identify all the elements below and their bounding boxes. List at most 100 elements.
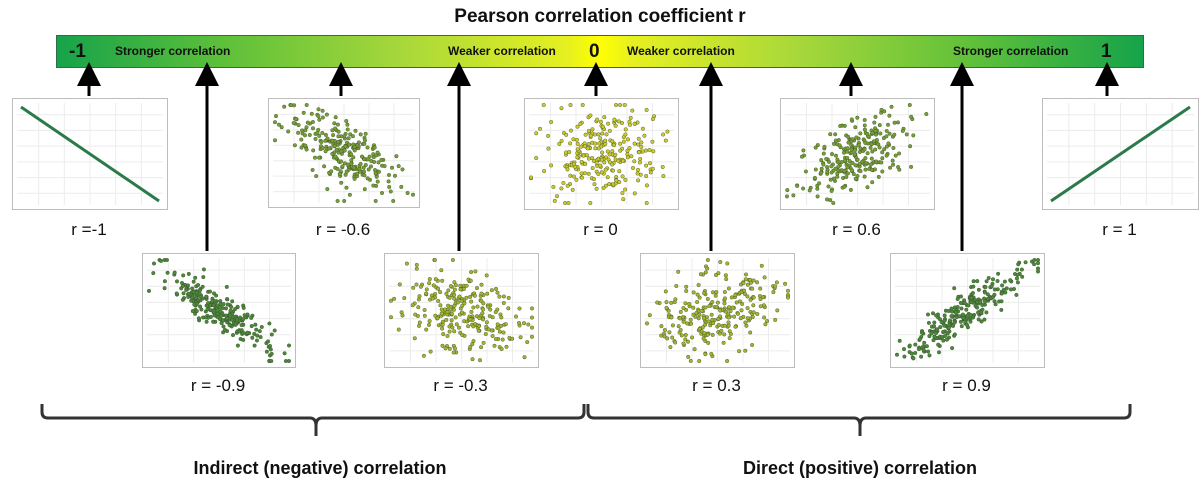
scatter-point xyxy=(391,198,396,203)
scatter-point xyxy=(235,317,240,322)
scatter-point xyxy=(689,321,694,326)
scatter-point xyxy=(842,123,847,128)
scatter-point xyxy=(430,296,435,301)
scatter-point xyxy=(622,102,627,107)
scatter-point xyxy=(688,317,693,322)
scatter-point xyxy=(585,146,590,151)
scatter-point xyxy=(862,174,867,179)
scatter-point xyxy=(320,131,325,136)
scatter-point xyxy=(743,272,748,277)
scatter-point xyxy=(175,279,180,284)
scatter-point xyxy=(586,156,591,161)
scatter-point xyxy=(575,147,580,152)
scatter-point xyxy=(743,277,748,282)
scatter-point xyxy=(493,286,498,291)
scatter-point xyxy=(1016,262,1021,267)
scatter-point xyxy=(644,107,649,112)
scatter-point xyxy=(630,165,635,170)
scatter-point xyxy=(193,311,198,316)
scatter-point xyxy=(950,309,955,314)
scatter-point xyxy=(932,324,937,329)
scatter-point xyxy=(335,166,340,171)
scatter-point xyxy=(887,113,892,118)
scatter-point xyxy=(392,173,397,178)
scatter-point xyxy=(174,291,179,296)
scatter-point xyxy=(506,295,511,300)
scatter-point xyxy=(329,169,334,174)
scatter-point xyxy=(186,291,191,296)
scatter-point xyxy=(673,340,678,345)
scatter-point xyxy=(362,187,367,192)
scatter-point xyxy=(593,146,598,151)
scatter-point xyxy=(499,315,504,320)
scatter-point xyxy=(233,307,238,312)
scatter-point xyxy=(942,313,947,318)
scatter-point xyxy=(874,138,879,143)
scatter-point xyxy=(762,275,767,280)
scatter-point xyxy=(579,171,584,176)
scatter-point xyxy=(1020,274,1025,279)
scatter-point xyxy=(488,307,493,312)
scatter-point xyxy=(644,173,649,178)
scatter-point xyxy=(596,132,601,137)
scatter-point xyxy=(958,294,963,299)
scatter-point xyxy=(215,303,220,308)
scatter-point xyxy=(537,126,542,131)
scatter-point xyxy=(727,336,732,341)
scatter-point xyxy=(733,293,738,298)
scatter-point xyxy=(350,134,355,139)
scatter-point xyxy=(282,104,287,109)
scatter-point xyxy=(853,148,858,153)
scatter-point xyxy=(773,317,778,322)
scatter-point xyxy=(969,299,974,304)
scatter-point xyxy=(845,156,850,161)
scatter-point xyxy=(983,285,988,290)
scatter-point xyxy=(966,303,971,308)
brace-positive xyxy=(586,404,1132,436)
scatter-point xyxy=(992,292,997,297)
scatter-point xyxy=(591,177,596,182)
scatter-point xyxy=(982,299,987,304)
scatter-point xyxy=(521,321,526,326)
scatter-point xyxy=(559,139,564,144)
scatter-point xyxy=(748,280,753,285)
scatter-point xyxy=(414,266,419,271)
scatter-point xyxy=(319,140,324,145)
scatter-point xyxy=(621,158,626,163)
scatter-point xyxy=(599,157,604,162)
scatter-point xyxy=(644,163,649,168)
scatter-point xyxy=(940,335,945,340)
scatter-point xyxy=(660,164,665,169)
scatter-point xyxy=(379,190,384,195)
scatter-point xyxy=(324,112,329,117)
scatter-point xyxy=(440,322,445,327)
scatter-point xyxy=(216,315,221,320)
scatter-point xyxy=(466,324,471,329)
scale-right-weak-label: Weaker correlation xyxy=(627,44,735,58)
scatter-point xyxy=(223,306,228,311)
scatter-point xyxy=(692,347,697,352)
scatter-point xyxy=(706,319,711,324)
scatter-point xyxy=(443,346,448,351)
panel-label: r = 1 xyxy=(1102,220,1137,239)
scatter-point xyxy=(922,340,927,345)
scatter-point xyxy=(180,297,185,302)
scatter-point xyxy=(819,166,824,171)
scatter-point xyxy=(316,107,321,112)
scatter-point xyxy=(722,332,727,337)
scatter-point xyxy=(976,287,981,292)
scatter-point xyxy=(674,284,679,289)
scatter-point xyxy=(582,171,587,176)
scatter-point xyxy=(239,323,244,328)
scatter-point xyxy=(411,285,416,290)
scatter-point xyxy=(227,323,232,328)
scatter-point xyxy=(578,121,583,126)
scatter-plot xyxy=(644,257,790,363)
scatter-point xyxy=(644,200,649,205)
scatter-point xyxy=(995,279,1000,284)
scatter-point xyxy=(931,311,936,316)
scatter-point xyxy=(800,154,805,159)
scatter-point xyxy=(911,133,916,138)
scatter-point xyxy=(460,332,465,337)
scatter-point xyxy=(529,306,534,311)
